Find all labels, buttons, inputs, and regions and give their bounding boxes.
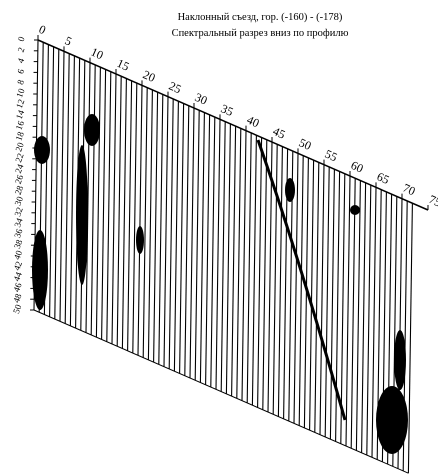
trace: [55, 49, 59, 319]
y-tick-label: 16: [14, 119, 27, 131]
trace: [107, 72, 111, 342]
trace: [122, 79, 126, 349]
trace: [310, 160, 314, 430]
x-tick-label: 15: [115, 56, 132, 74]
x-tick-label: 0: [37, 22, 48, 37]
trace: [408, 203, 412, 473]
y-tick-label: 6: [15, 67, 26, 75]
trace: [138, 85, 142, 355]
x-tick-label: 25: [167, 79, 184, 97]
y-tick-label: 20: [13, 141, 26, 153]
trace: [232, 126, 236, 396]
trace: [143, 88, 147, 358]
y-tick-label: 50: [11, 303, 24, 315]
trace: [351, 178, 355, 448]
trace: [216, 119, 220, 389]
y-tick-label: 10: [14, 87, 27, 99]
trace: [174, 101, 178, 371]
y-tick-label: 32: [12, 206, 24, 218]
x-tick-label: 30: [193, 90, 210, 108]
y-tick-label: 8: [15, 78, 26, 86]
trace: [154, 92, 158, 362]
trace: [315, 162, 319, 432]
y-tick-label: 30: [13, 195, 26, 207]
trace: [346, 176, 350, 446]
trace: [50, 47, 54, 317]
trace: [206, 115, 210, 385]
y-tick-label: 38: [12, 238, 25, 250]
trace: [258, 137, 262, 407]
y-tick-label: 12: [14, 98, 26, 110]
x-tick-label: 40: [245, 113, 262, 131]
trace: [330, 169, 334, 439]
x-tick-label: 20: [141, 67, 158, 85]
trace: [180, 103, 184, 373]
y-tick-label: 28: [13, 184, 26, 196]
trace: [70, 56, 74, 326]
y-tick-label: 48: [11, 292, 24, 304]
trace: [117, 76, 121, 346]
trace: [226, 124, 230, 394]
y-tick-label: 0: [16, 35, 27, 43]
trace: [221, 122, 225, 392]
trace: [325, 167, 329, 437]
trace: [159, 94, 163, 364]
trace: [356, 181, 360, 451]
trace: [185, 106, 189, 376]
y-tick-label: 18: [14, 130, 27, 142]
trace: [247, 133, 251, 403]
x-tick-label: 55: [323, 147, 340, 165]
chart-title: Наклонный съезд, гор. (-160) - (-178): [178, 12, 343, 23]
trace: [200, 113, 204, 383]
trace: [237, 128, 241, 398]
x-tick-label: 45: [271, 124, 288, 142]
y-tick-label: 24: [13, 162, 26, 174]
x-tick-label: 5: [63, 33, 74, 48]
y-tick-label: 26: [13, 173, 26, 185]
y-tick-label: 2: [16, 46, 27, 54]
trace: [91, 65, 95, 335]
trace: [190, 108, 194, 378]
trace: [164, 97, 168, 367]
x-tick-label: 10: [89, 45, 106, 63]
chart: Наклонный съезд, гор. (-160) - (-178) Сп…: [0, 0, 438, 475]
x-tick-label: 50: [297, 135, 314, 153]
trace: [211, 117, 215, 387]
chart-subtitle: Спектральный разрез вниз по профилю: [172, 28, 349, 39]
trace: [112, 74, 116, 344]
trace: [252, 135, 256, 405]
y-tick-label: 36: [12, 227, 25, 239]
x-tick-label: 65: [375, 169, 392, 187]
trace: [195, 110, 199, 380]
trace: [299, 156, 303, 426]
trace: [148, 90, 152, 360]
x-tick-label: 70: [401, 181, 418, 199]
trace: [242, 131, 246, 401]
x-tick-label: 60: [349, 158, 366, 176]
trace: [372, 187, 376, 457]
trace: [128, 81, 132, 351]
y-tick-label: 46: [11, 281, 24, 293]
trace: [65, 54, 69, 324]
trace: [320, 165, 324, 435]
trace: [133, 83, 137, 353]
y-tick-label: 40: [12, 249, 25, 261]
y-tick-label: 14: [14, 108, 27, 120]
y-tick-label: 4: [15, 56, 26, 64]
trace: [263, 140, 267, 410]
trace: [367, 185, 371, 455]
x-tick-label: 35: [219, 101, 236, 119]
trace: [60, 51, 64, 321]
trace: [96, 67, 100, 337]
y-tick-label: 22: [13, 152, 25, 164]
y-tick-label: 34: [12, 216, 25, 228]
y-tick-label: 42: [12, 260, 24, 272]
trace: [102, 69, 106, 339]
trace: [278, 147, 282, 417]
trace: [362, 183, 366, 453]
y-tick-label: 44: [11, 270, 24, 282]
trace: [169, 99, 173, 369]
